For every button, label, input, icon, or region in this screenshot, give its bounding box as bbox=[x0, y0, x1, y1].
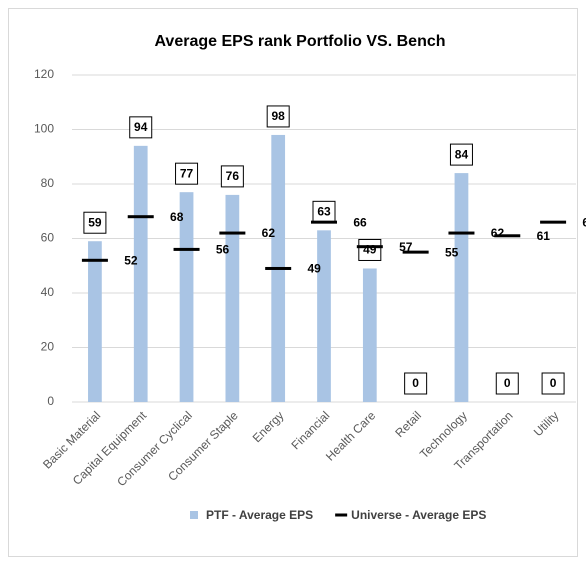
data-label-box bbox=[83, 211, 107, 234]
data-label: 49 bbox=[308, 262, 322, 276]
data-label-box bbox=[495, 372, 519, 395]
y-tick-label: 20 bbox=[41, 340, 55, 354]
y-tick-label: 0 bbox=[47, 394, 54, 408]
data-label: 66 bbox=[582, 215, 586, 229]
data-label: 94 bbox=[134, 120, 148, 134]
data-label: 61 bbox=[537, 229, 551, 243]
data-label: 56 bbox=[216, 243, 230, 257]
legend-label: PTF - Average EPS bbox=[206, 508, 313, 522]
bar bbox=[179, 192, 194, 402]
bar bbox=[88, 241, 102, 402]
universe-marker bbox=[402, 250, 429, 254]
data-label: 0 bbox=[550, 376, 557, 390]
y-tick-label: 120 bbox=[34, 67, 54, 81]
data-label: 57 bbox=[399, 240, 413, 254]
universe-marker bbox=[311, 220, 337, 224]
y-tick-label: 80 bbox=[41, 176, 55, 190]
chart-border bbox=[8, 8, 578, 557]
bar bbox=[225, 194, 240, 402]
chart-title: Average EPS rank Portfolio VS. Bench bbox=[154, 33, 445, 50]
universe-marker bbox=[219, 231, 246, 235]
data-label: 98 bbox=[272, 109, 286, 123]
data-label: 84 bbox=[455, 147, 469, 161]
y-tick-label: 40 bbox=[41, 285, 55, 299]
universe-marker bbox=[81, 258, 108, 262]
legend-swatch bbox=[190, 511, 198, 519]
data-label-box bbox=[266, 105, 290, 128]
data-label: 0 bbox=[504, 376, 511, 390]
data-label: 55 bbox=[445, 245, 459, 259]
data-label: 62 bbox=[491, 226, 505, 240]
bar bbox=[317, 230, 331, 402]
data-label: 49 bbox=[363, 243, 377, 257]
data-label-box bbox=[175, 162, 199, 185]
data-label-box bbox=[129, 116, 153, 139]
universe-marker bbox=[173, 247, 200, 251]
legend-label: Universe - Average EPS bbox=[351, 508, 486, 522]
bar bbox=[362, 268, 377, 402]
data-label-box bbox=[541, 372, 565, 395]
universe-marker bbox=[265, 266, 292, 270]
universe-marker bbox=[448, 231, 475, 235]
data-label: 77 bbox=[180, 166, 194, 180]
bar bbox=[133, 145, 148, 402]
data-label-box bbox=[220, 165, 244, 188]
y-tick-label: 100 bbox=[34, 122, 54, 136]
data-label-box bbox=[404, 372, 428, 395]
data-label: 62 bbox=[262, 226, 276, 240]
data-label: 63 bbox=[317, 204, 331, 218]
y-tick-label: 60 bbox=[41, 231, 55, 245]
data-label: 68 bbox=[170, 210, 184, 224]
data-label: 52 bbox=[124, 253, 138, 267]
data-label-box bbox=[449, 143, 473, 166]
bar bbox=[454, 173, 469, 402]
universe-marker bbox=[127, 215, 154, 219]
universe-marker bbox=[540, 220, 567, 224]
data-label: 66 bbox=[353, 215, 367, 229]
data-label: 0 bbox=[412, 376, 419, 390]
data-label: 59 bbox=[88, 215, 102, 229]
universe-marker bbox=[356, 245, 383, 249]
data-label-box bbox=[358, 238, 382, 261]
data-label: 76 bbox=[226, 169, 240, 183]
universe-marker bbox=[494, 234, 521, 238]
legend-swatch bbox=[335, 513, 348, 517]
